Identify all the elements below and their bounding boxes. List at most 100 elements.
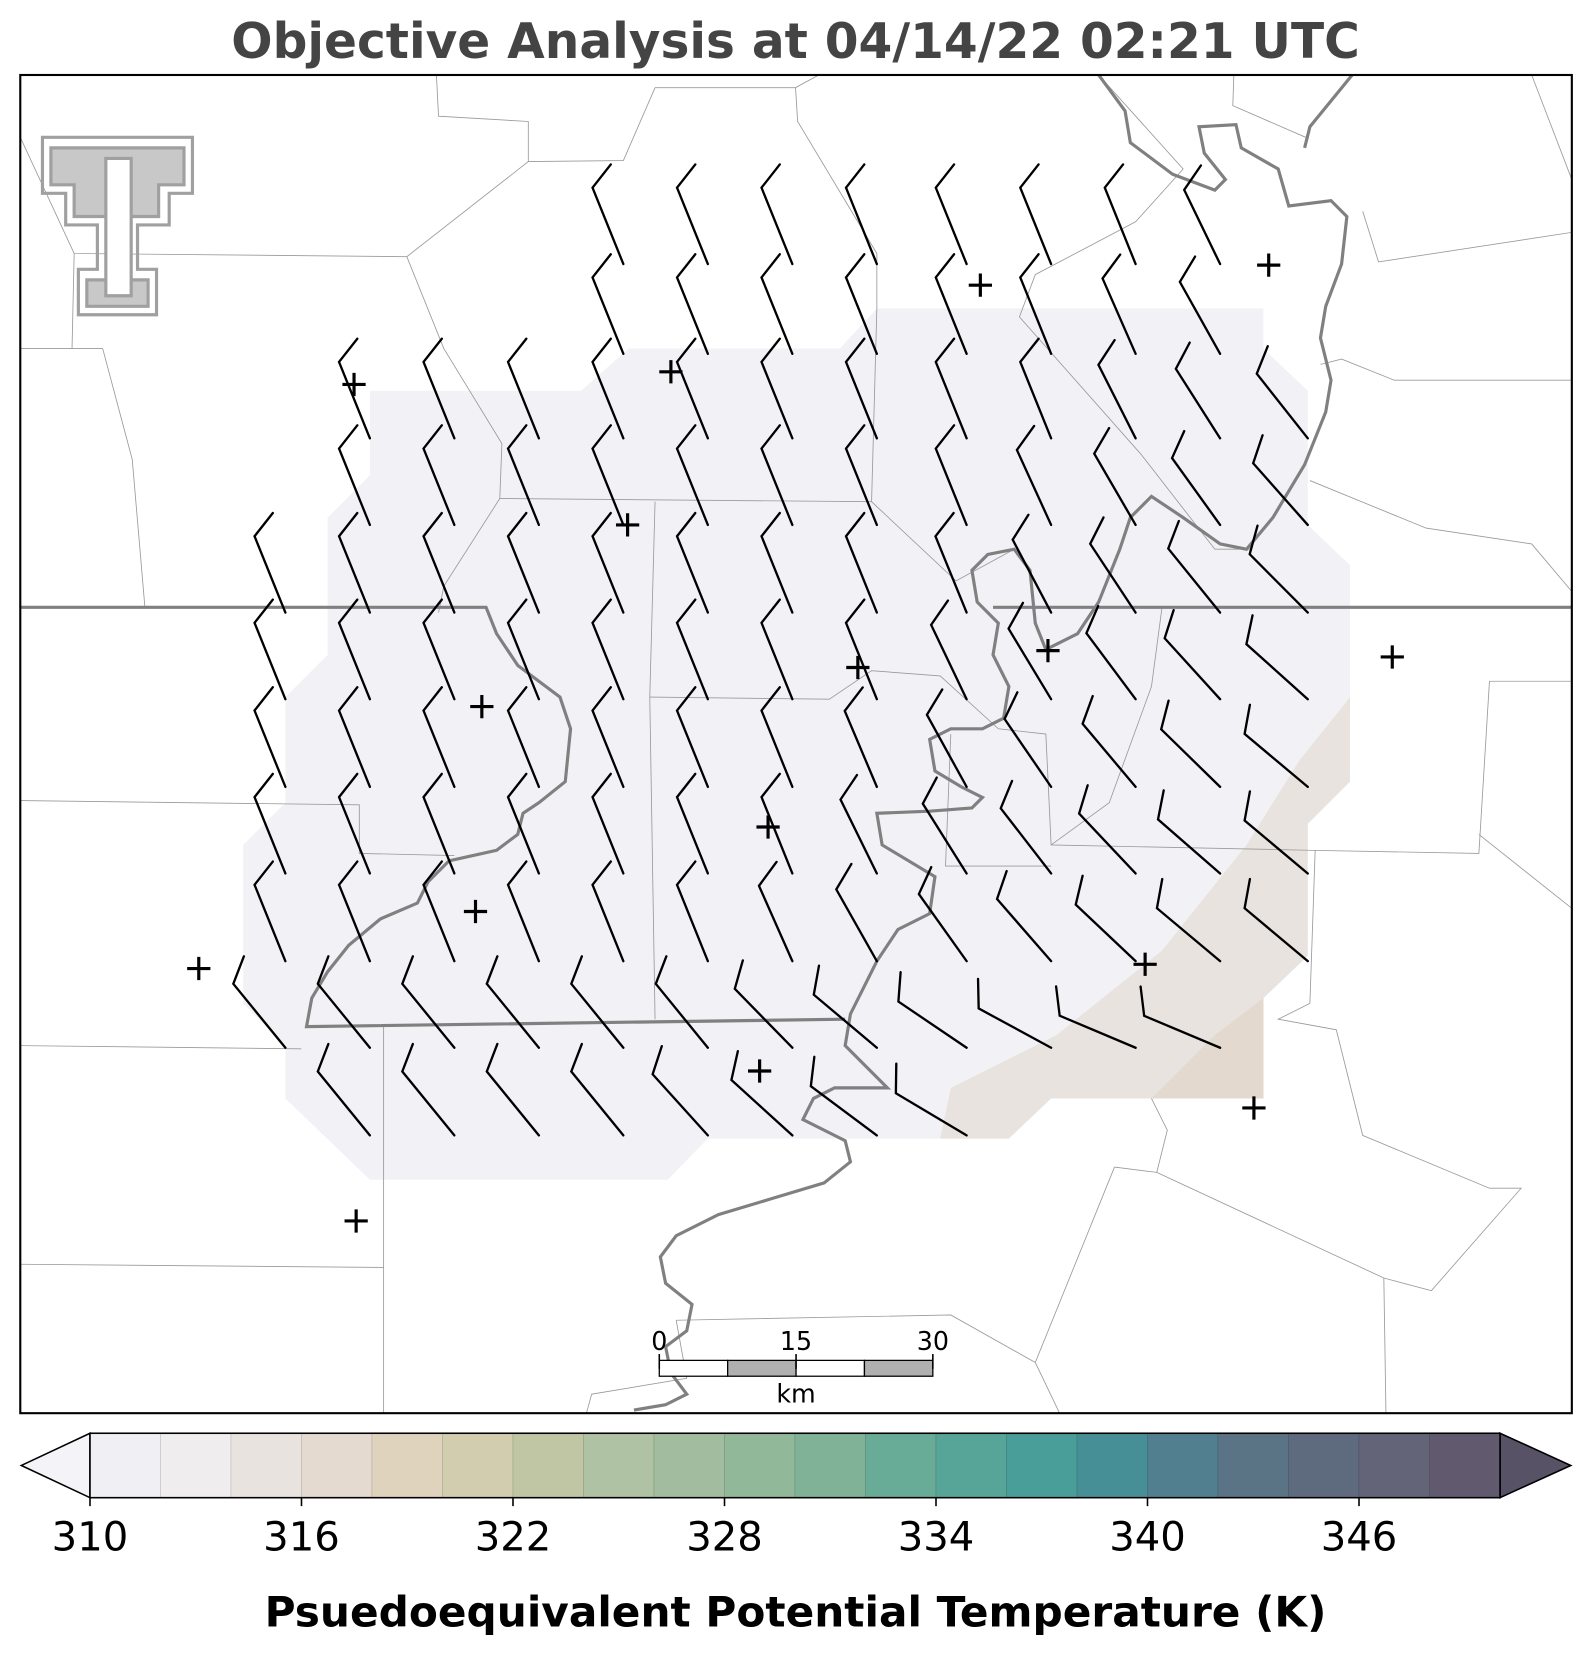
wind-barb xyxy=(1015,424,1053,527)
wind-barb xyxy=(591,253,625,355)
wind-barb xyxy=(760,598,794,701)
logo xyxy=(40,135,195,317)
colorbar-segment xyxy=(583,1432,655,1499)
colorbar-segment xyxy=(1076,1432,1148,1499)
colorbar-segment xyxy=(512,1432,584,1499)
wind-barb xyxy=(422,772,456,875)
wind-barb xyxy=(675,253,710,355)
wind-barb xyxy=(591,772,625,875)
wind-barb xyxy=(1255,345,1309,440)
colorbar-tick-label: 328 xyxy=(686,1514,763,1560)
wind-barb xyxy=(337,860,372,963)
wind-barb xyxy=(1159,699,1222,789)
station xyxy=(615,513,640,537)
wind-barb xyxy=(400,1042,456,1137)
colorbar-segment xyxy=(1358,1432,1430,1499)
wind-barb xyxy=(569,955,625,1049)
scale-tick-label: 30 xyxy=(917,1326,949,1356)
wind-barb xyxy=(1163,609,1222,701)
wind-barb xyxy=(422,511,456,614)
wind-barb xyxy=(760,424,794,527)
wind-barb xyxy=(757,860,794,963)
wind-barb xyxy=(337,337,372,440)
analysis-area xyxy=(243,308,1351,1180)
wind-barb xyxy=(675,424,710,527)
colorbar-segment xyxy=(230,1432,302,1499)
wind-barb xyxy=(337,772,372,875)
wind-barb xyxy=(337,686,372,789)
colorbar-segment xyxy=(724,1432,796,1499)
wind-barb xyxy=(506,772,541,875)
state-borders xyxy=(20,73,1572,1412)
wind-barb xyxy=(675,598,710,701)
colorbar-segment xyxy=(160,1432,232,1499)
wind-barb xyxy=(485,1042,541,1137)
wind-barb xyxy=(506,337,541,440)
wind-barb xyxy=(1081,694,1137,789)
scale-unit: km xyxy=(776,1379,815,1409)
wind-barb xyxy=(569,1042,625,1137)
station xyxy=(1380,645,1404,669)
colorbar-segment xyxy=(442,1432,514,1499)
stations xyxy=(187,253,1404,1233)
wind-barb xyxy=(316,955,372,1049)
station xyxy=(342,372,366,397)
colorbar-label: Psuedoequivalent Potential Temperature (… xyxy=(265,1588,1327,1637)
station xyxy=(1133,952,1157,976)
wind-barb xyxy=(591,337,625,440)
colorbar-segment xyxy=(1288,1432,1360,1499)
wind-barb xyxy=(809,1055,879,1137)
wind-barb xyxy=(422,860,456,963)
wind-barb xyxy=(844,598,879,701)
wind-barb xyxy=(1011,513,1053,614)
colorbar-frame xyxy=(89,1432,1501,1499)
wind-barb xyxy=(1092,426,1137,527)
station xyxy=(1257,253,1281,277)
wind-barb xyxy=(675,511,710,614)
wind-barb xyxy=(976,977,1053,1049)
wind-barb xyxy=(422,598,456,701)
wind-barb xyxy=(760,511,794,614)
wind-barb xyxy=(1077,784,1137,875)
wind-barb xyxy=(1007,601,1053,701)
wind-barb xyxy=(253,772,287,875)
wind-barb xyxy=(1018,163,1053,266)
wind-barb xyxy=(654,955,710,1049)
colorbar-tick-label: 340 xyxy=(1109,1514,1186,1560)
scale-bar: 0 15 30 km xyxy=(651,1326,949,1409)
colorbar-segment xyxy=(794,1432,866,1499)
wind-barb xyxy=(1003,691,1053,789)
wind-barb xyxy=(760,253,794,355)
wind-barb xyxy=(675,686,710,789)
map-frame xyxy=(19,73,1573,1415)
wind-barb xyxy=(1245,614,1309,701)
wind-barb xyxy=(934,337,968,440)
wind-barb xyxy=(485,955,541,1049)
wind-barb xyxy=(506,424,541,527)
station xyxy=(187,956,211,981)
wind-barb xyxy=(591,511,625,614)
station xyxy=(846,655,870,680)
wind-barb xyxy=(844,163,879,266)
scale-tick-label: 0 xyxy=(651,1326,667,1356)
wind-barb xyxy=(929,599,968,701)
wind-barb xyxy=(337,598,372,701)
wind-barb xyxy=(400,955,456,1049)
station xyxy=(747,1059,772,1083)
wind-barb xyxy=(253,686,287,789)
wind-barb xyxy=(231,955,287,1049)
colorbar: 310 316 322 328 334 340 346 xyxy=(19,1432,1573,1560)
wind-barb xyxy=(422,424,456,527)
station xyxy=(1036,638,1060,663)
wind-barb xyxy=(995,869,1053,963)
colorbar-segment xyxy=(371,1432,443,1499)
station xyxy=(659,360,683,384)
wind-barb xyxy=(1074,874,1137,963)
wind-barb xyxy=(844,253,879,355)
wind-barb xyxy=(1103,163,1137,266)
wind-barb xyxy=(591,686,625,789)
wind-barb xyxy=(844,337,879,440)
wind-barb xyxy=(733,959,794,1049)
wind-barb xyxy=(1166,519,1222,614)
